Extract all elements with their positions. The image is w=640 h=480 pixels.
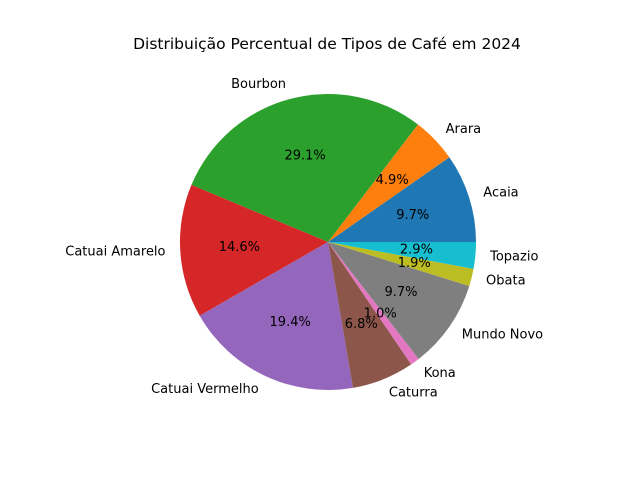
slice-arara: [328, 124, 450, 242]
slice-obata: [328, 242, 474, 286]
percent-label-topazio: 2.9%: [400, 243, 433, 258]
slice-label-catuai-vermelho: Catuai Vermelho: [151, 382, 259, 397]
slice-label-bourbon: Bourbon: [231, 77, 286, 92]
slice-label-obata: Obata: [486, 274, 526, 289]
slice-label-topazio: Topazio: [489, 249, 538, 264]
slice-label-catuai-amarelo: Catuai Amarelo: [65, 245, 165, 260]
slice-labels: Acaia Arara Bourbon Catuai Amarelo Catuai Ve…: [65, 77, 543, 400]
slice-caturra: [328, 242, 412, 388]
pie-slices: [179, 93, 476, 391]
percent-label-caturra: 6.8%: [345, 317, 378, 332]
slice-label-arara: Arara: [446, 122, 482, 137]
percent-labels: 9.7% 4.9% 29.1% 14.6% 19.4% 6.8%1.0% 9.7% 1.9%2…: [219, 149, 433, 332]
slice-topazio: [328, 242, 476, 269]
percent-label-acaia: 9.7%: [396, 208, 429, 223]
percent-label-catuai-vermelho: 19.4%: [270, 315, 311, 330]
percent-label-mundo-novo: 9.7%: [384, 285, 417, 300]
slice-catuai-amarelo: [179, 184, 328, 316]
percent-label-catuai-amarelo: 14.6%: [219, 240, 260, 255]
slice-catuai-vermelho: [199, 242, 353, 391]
percent-label-obata: 1.9%: [398, 256, 431, 271]
slice-mundo-novo: [328, 242, 470, 359]
slice-bourbon: [191, 93, 418, 242]
chart-title: Distribuição Percentual de Tipos de Café…: [133, 35, 521, 53]
slice-label-kona: Kona: [424, 366, 456, 381]
slice-label-acaia: Acaia: [483, 186, 518, 201]
percent-label-bourbon: 29.1%: [284, 149, 325, 164]
percent-label-kona: 1.0%: [364, 306, 397, 321]
slice-kona: [328, 242, 419, 365]
percent-label-arara: 4.9%: [376, 173, 409, 188]
slice-label-mundo-novo: Mundo Novo: [462, 327, 543, 342]
slice-acaia: [328, 157, 476, 242]
slice-label-caturra: Caturra: [389, 385, 438, 400]
